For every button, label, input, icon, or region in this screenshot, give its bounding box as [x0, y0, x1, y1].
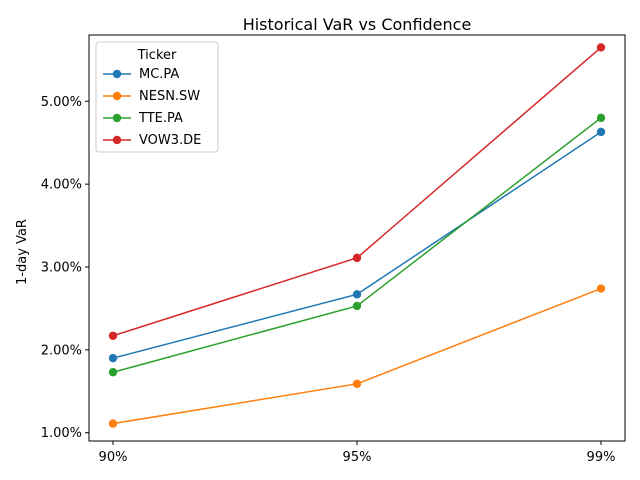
data-point-tte-pa	[596, 113, 606, 123]
legend-label-mc-pa: MC.PA	[139, 67, 179, 82]
legend-frame	[95, 41, 219, 153]
y-axis-label: 1-day VaR	[15, 219, 30, 285]
legend-marker-vow3-de	[112, 135, 122, 145]
y-tick-label: 2.00%	[41, 343, 82, 358]
plot-frame	[88, 34, 626, 442]
data-point-vow3-de	[352, 253, 362, 263]
legend-marker-nesn-sw	[112, 91, 122, 101]
chart-title: Historical VaR vs Confidence	[243, 15, 472, 34]
data-point-nesn-sw	[108, 419, 118, 428]
legend-marker-mc-pa	[112, 69, 122, 79]
data-point-nesn-sw	[596, 284, 606, 293]
x-tick-label: 90%	[99, 450, 128, 465]
data-point-mc-pa	[596, 127, 606, 137]
legend-marker-tte-pa	[112, 113, 122, 123]
legend-label-tte-pa: TTE.PA	[138, 111, 183, 126]
y-tick-label: 5.00%	[41, 95, 82, 110]
data-point-vow3-de	[108, 331, 118, 340]
data-point-mc-pa	[352, 290, 362, 299]
legend-label-vow3-de: VOW3.DE	[139, 133, 201, 148]
data-point-vow3-de	[596, 43, 606, 52]
data-point-tte-pa	[352, 301, 362, 311]
x-tick-label: 95%	[343, 450, 372, 465]
y-tick-label: 3.00%	[41, 261, 82, 276]
plot-area: 90% 95% 99% 1.00% 2.00% 3.00% 4.00% 5.00%	[41, 43, 616, 465]
legend-title: Ticker	[137, 48, 177, 63]
legend: Ticker MC.PA NESN.SW TTE.PA VOW3.DE	[95, 41, 219, 153]
data-point-mc-pa	[108, 353, 118, 363]
x-tick-label: 99%	[587, 450, 616, 465]
y-tick-label: 1.00%	[41, 426, 82, 441]
legend-label-nesn-sw: NESN.SW	[139, 89, 200, 104]
y-tick-label: 4.00%	[41, 178, 82, 193]
data-point-tte-pa	[108, 368, 118, 377]
data-point-nesn-sw	[352, 379, 362, 389]
